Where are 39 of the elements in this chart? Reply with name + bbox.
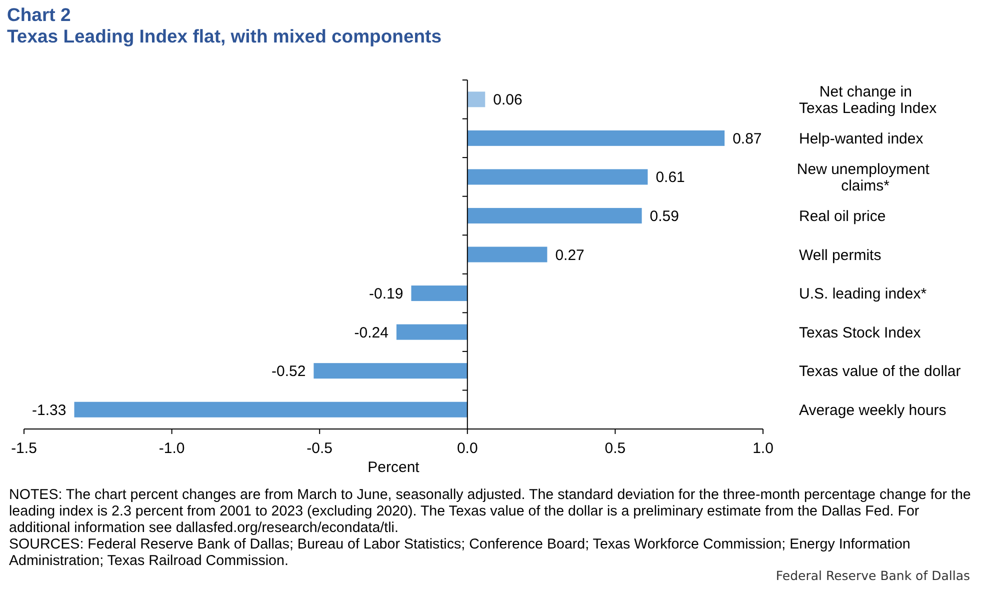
y-tick-label: Average weekly hours: [798, 402, 946, 419]
y-tick-label: U.S. leading index*: [798, 286, 927, 303]
y-tick-label: Well permits: [798, 246, 882, 264]
bar: [467, 246, 548, 262]
data-label: 0.61: [656, 169, 685, 186]
x-tick-label: 0.0: [456, 440, 478, 457]
x-tick-label: -0.5: [306, 440, 333, 457]
bar: [467, 169, 648, 185]
bar: [396, 324, 468, 340]
y-tick-label: Net change in Texas Leading Index: [798, 83, 938, 117]
bar: [467, 92, 486, 108]
x-tick-label: 0.5: [604, 440, 626, 457]
x-tick-label: -1.5: [11, 440, 37, 457]
chart-subtitle: Texas Leading Index flat, with mixed components: [7, 26, 442, 46]
text: NOTES: The chart percent changes are from March to June, seasonally adjusted. The standard deviation for the three-month percentage change for the leading index is 2.3 percent from 2001 to 2023 (excluding 2020). The Texas value of the dollar is a preliminary estimate from the Dallas Fed. For additional information see dallasfed.org/research/econdata/tli.: [9, 487, 971, 536]
y-tick-label: Help-wanted index: [798, 130, 924, 148]
data-label: -0.52: [271, 363, 306, 380]
data-label: 0.27: [555, 246, 584, 264]
x-axis-title: Percent: [368, 459, 420, 476]
data-label: -0.19: [369, 286, 404, 303]
bar: [467, 130, 725, 146]
x-tick-label: -1.0: [158, 440, 185, 457]
x-tick-label: 1.0: [752, 440, 774, 457]
y-tick-label: Texas Stock Index: [798, 324, 922, 342]
data-label: -0.24: [354, 324, 388, 342]
bar: [314, 363, 468, 379]
data-label: 0.06: [493, 92, 522, 109]
source-note: SOURCES: Federal Reserve Bank of Dallas; Bureau of Labor Statistics; Conference Board; Texas Workforce Commission; Energy Information Administration; Texas Railroad Commission.: [9, 536, 910, 569]
y-tick-label: Texas value of the dollar: [799, 363, 961, 380]
data-label: 0.59: [650, 208, 680, 226]
y-tick-label: Real oil price: [798, 208, 886, 226]
bar: [467, 208, 642, 224]
bar: [411, 286, 468, 302]
data-label: 0.87: [732, 130, 762, 148]
text: Federal Reserve Bank of Dallas: [776, 568, 970, 583]
bar: [74, 402, 468, 418]
chart-title: Chart 2: [7, 4, 71, 25]
data-label: -1.33: [32, 402, 66, 419]
y-tick-label: New unemployment claims*: [796, 160, 934, 194]
